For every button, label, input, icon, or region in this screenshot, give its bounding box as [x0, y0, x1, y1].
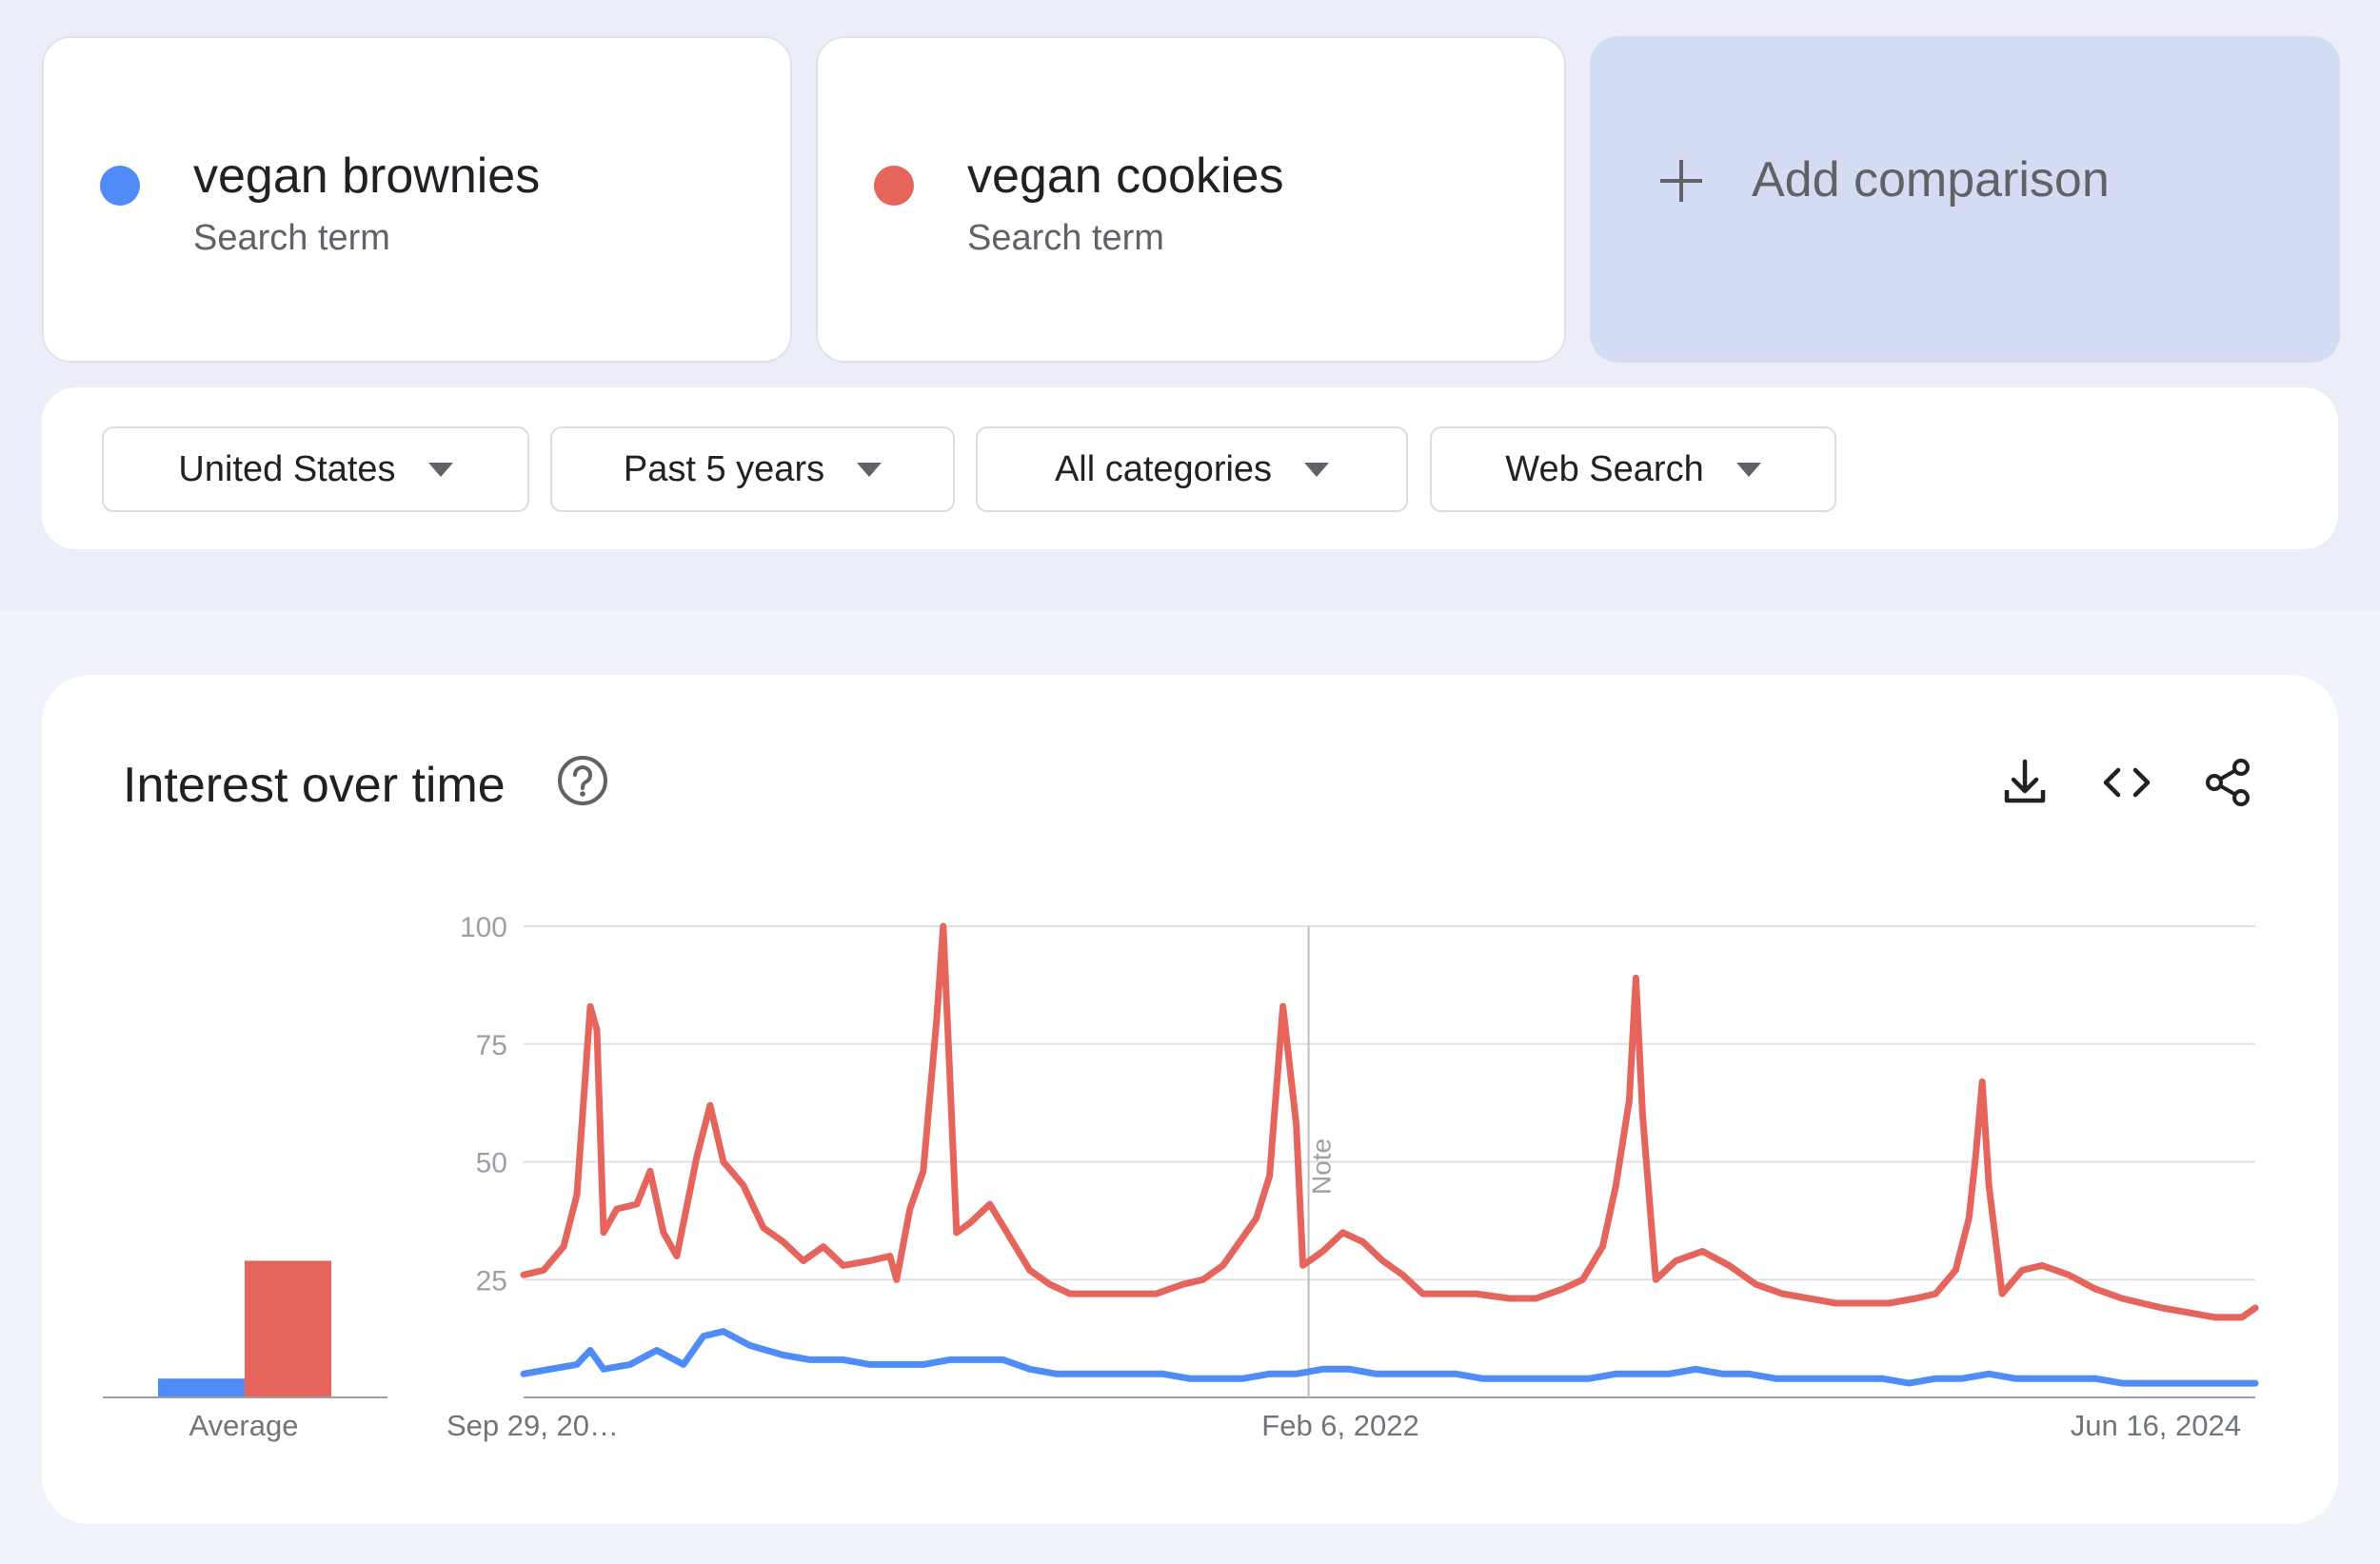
term-card-vegan-cookies[interactable]: vegan cookies Search term — [816, 36, 1566, 363]
interest-chart: Average 25 50 75 100 Note Sep 29, 20… Feb 6, 2… — [103, 912, 2259, 1442]
share-icon[interactable] — [2201, 756, 2254, 809]
series-color-dot — [100, 166, 140, 206]
help-icon[interactable] — [557, 755, 608, 806]
embed-code-icon[interactable] — [2100, 756, 2153, 809]
filter-search-type-dropdown[interactable]: Web Search — [1430, 426, 1836, 512]
add-comparison-button[interactable]: Add comparison — [1590, 36, 2340, 363]
interest-line-chart: 25 50 75 100 Note Sep 29, 20… Feb 6, 2022 Jun 1… — [446, 912, 2259, 1442]
y-tick-label: 75 — [476, 1030, 507, 1061]
term-card-vegan-brownies[interactable]: vegan brownies Search term — [42, 36, 792, 363]
term-name[interactable]: vegan brownies — [193, 148, 541, 204]
interest-over-time-card: Interest over time Average 25 50 75 100 Note… — [42, 675, 2338, 1524]
y-tick-label: 50 — [476, 1148, 507, 1179]
caret-down-icon — [1735, 462, 1761, 477]
average-bar-vegan-cookies[interactable] — [245, 1260, 331, 1397]
series-line-vegan-brownies[interactable] — [520, 1328, 2259, 1387]
average-bar-vegan-brownies[interactable] — [158, 1378, 245, 1397]
series-color-dot — [874, 166, 914, 206]
note-annotation-label[interactable]: Note — [1307, 1138, 1337, 1195]
filter-label: Past 5 years — [623, 448, 825, 489]
add-comparison-label: Add comparison — [1752, 152, 2110, 208]
filter-category-dropdown[interactable]: All categories — [976, 426, 1408, 512]
filter-time-range-dropdown[interactable]: Past 5 years — [550, 426, 955, 512]
filter-location-dropdown[interactable]: United States — [102, 426, 529, 512]
term-type-label: Search term — [967, 218, 1164, 258]
x-tick-label: Sep 29, 20… — [446, 1409, 619, 1442]
caret-down-icon — [857, 462, 883, 477]
average-label: Average — [189, 1409, 299, 1442]
term-name[interactable]: vegan cookies — [967, 148, 1284, 204]
download-icon[interactable] — [1998, 756, 2052, 809]
average-bar-chart: Average — [103, 1260, 387, 1442]
x-tick-label: Feb 6, 2022 — [1261, 1409, 1418, 1442]
filter-label: All categories — [1054, 448, 1273, 489]
filter-label: Web Search — [1505, 448, 1704, 489]
plus-icon — [1660, 160, 1702, 202]
filter-label: United States — [178, 448, 396, 489]
section-title: Interest over time — [123, 758, 506, 813]
caret-down-icon — [427, 462, 453, 477]
caret-down-icon — [1304, 462, 1330, 477]
x-tick-label: Jun 16, 2024 — [2071, 1409, 2241, 1442]
y-tick-label: 100 — [460, 912, 507, 943]
series-line-vegan-cookies[interactable] — [520, 922, 2259, 1321]
term-type-label: Search term — [193, 218, 390, 258]
filter-bar: United States Past 5 years All categorie… — [42, 387, 2338, 549]
y-tick-label: 25 — [476, 1265, 507, 1297]
